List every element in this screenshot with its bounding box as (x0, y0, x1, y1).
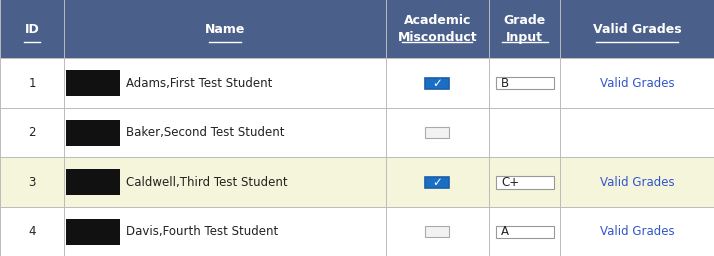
Text: A: A (501, 225, 509, 238)
Text: 1: 1 (29, 77, 36, 90)
Bar (0, 0, 714, 58)
Text: Input: Input (506, 31, 543, 44)
Bar (66, 120, 120, 146)
Bar (66, 169, 120, 195)
Bar (0, 58, 714, 108)
Bar (0, 207, 714, 256)
Text: 3: 3 (29, 176, 36, 189)
Text: Valid Grades: Valid Grades (600, 225, 675, 238)
Text: Valid Grades: Valid Grades (600, 176, 675, 189)
Text: B: B (501, 77, 509, 90)
Text: Name: Name (205, 23, 245, 36)
FancyBboxPatch shape (426, 177, 450, 188)
Text: Grade: Grade (503, 14, 546, 27)
Text: Valid Grades: Valid Grades (593, 23, 682, 36)
FancyBboxPatch shape (426, 226, 450, 237)
Text: Baker,Second Test Student: Baker,Second Test Student (126, 126, 284, 139)
Text: 2: 2 (29, 126, 36, 139)
Text: ID: ID (25, 23, 39, 36)
Text: Academic: Academic (403, 14, 471, 27)
FancyBboxPatch shape (496, 226, 554, 238)
FancyBboxPatch shape (496, 77, 554, 89)
Text: Valid Grades: Valid Grades (600, 77, 675, 90)
FancyBboxPatch shape (426, 78, 450, 89)
Text: Misconduct: Misconduct (398, 31, 477, 44)
Text: Adams,First Test Student: Adams,First Test Student (126, 77, 272, 90)
Text: Caldwell,Third Test Student: Caldwell,Third Test Student (126, 176, 287, 189)
Text: Davis,Fourth Test Student: Davis,Fourth Test Student (126, 225, 278, 238)
Bar (0, 157, 714, 207)
FancyBboxPatch shape (426, 127, 450, 138)
Text: ✓: ✓ (433, 77, 442, 90)
Bar (0, 108, 714, 157)
FancyBboxPatch shape (496, 176, 554, 188)
Bar (66, 70, 120, 96)
Text: ✓: ✓ (433, 176, 442, 189)
Bar (66, 219, 120, 245)
Text: C+: C+ (501, 176, 519, 189)
Text: 4: 4 (29, 225, 36, 238)
